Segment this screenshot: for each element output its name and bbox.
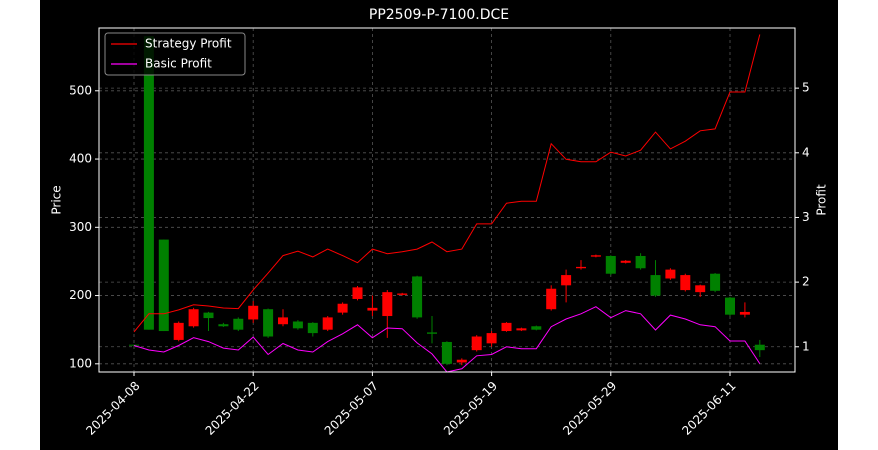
legend-label: Strategy Profit — [145, 37, 232, 51]
candle-body — [665, 269, 676, 279]
chart-title: PP2509-P-7100.DCE — [369, 7, 509, 23]
y-tick-label: 500 — [69, 83, 92, 97]
candle-body — [695, 285, 706, 293]
y2-tick-label: 1 — [802, 339, 810, 353]
candle-body — [337, 303, 348, 313]
candle-body — [516, 328, 527, 331]
candle-body — [486, 333, 497, 344]
candle-body — [173, 322, 184, 340]
candle-body — [382, 292, 393, 317]
candle-body — [710, 273, 721, 291]
candle-body — [129, 344, 139, 346]
candle-body — [352, 287, 363, 299]
candle-body — [605, 255, 616, 274]
candle-body — [590, 255, 601, 257]
candle-body — [441, 341, 452, 364]
y-tick-label: 100 — [69, 356, 92, 370]
candle-body — [546, 288, 557, 310]
candle-body — [292, 321, 303, 329]
candle-body — [635, 255, 646, 269]
candle-body — [397, 293, 408, 295]
candle-body — [412, 276, 423, 318]
candle-body — [456, 359, 467, 363]
y-tick-label: 300 — [69, 220, 92, 234]
legend-frame — [104, 32, 246, 76]
y-tick-label: 400 — [69, 152, 92, 166]
profit-line — [133, 34, 761, 333]
candle-body — [278, 317, 288, 325]
candle-body — [471, 336, 482, 351]
candle-body — [158, 239, 169, 332]
legend-label: Basic Profit — [145, 57, 212, 71]
y2-tick-label: 3 — [802, 210, 810, 224]
axes-frame — [98, 27, 796, 373]
candle-body — [650, 275, 661, 296]
candle-body — [322, 317, 333, 330]
candle-body — [218, 324, 229, 327]
y2-tick-label: 4 — [802, 145, 810, 159]
candle-body — [620, 260, 631, 263]
candle-body — [501, 322, 512, 332]
candle-body — [531, 326, 542, 330]
y2-tick-label: 5 — [802, 81, 810, 95]
legend: Strategy Profit Basic Profit — [104, 32, 246, 76]
candle-body — [367, 307, 378, 311]
y-tick-label: 200 — [69, 288, 92, 302]
candle-body — [725, 297, 735, 315]
candle-body — [143, 36, 154, 330]
candle-body — [561, 275, 572, 286]
y-axis-label: Price — [50, 185, 64, 214]
candle-body — [263, 309, 274, 337]
candle-body — [203, 312, 214, 319]
candle-body — [307, 322, 318, 334]
candle-body — [680, 275, 691, 291]
y2-tick-label: 2 — [802, 275, 810, 289]
candle-body — [188, 309, 199, 327]
candle-body — [754, 344, 765, 351]
candle-body — [576, 266, 586, 269]
candle-body — [739, 311, 750, 315]
candle-body — [427, 332, 437, 334]
y2-axis-label: Profit — [815, 184, 829, 216]
candle-body — [248, 305, 259, 320]
candle-body — [233, 318, 244, 330]
